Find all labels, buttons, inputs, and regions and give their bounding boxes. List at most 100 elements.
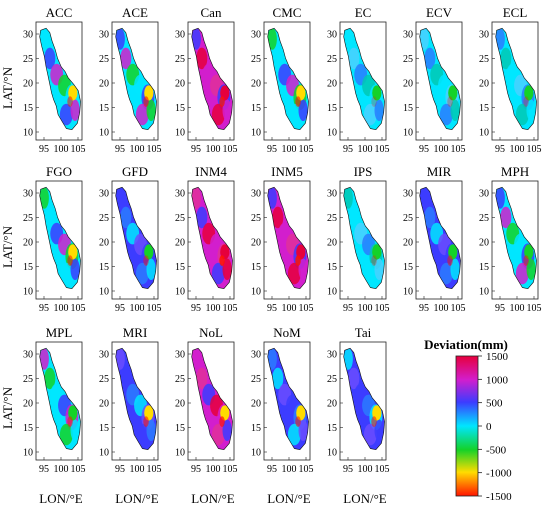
deviation-patch <box>439 103 453 126</box>
map-panel: MRI 30 25 20 15 10 95 100 105 <box>99 325 162 475</box>
deviation-patch <box>363 423 377 446</box>
basin-outline <box>115 186 157 290</box>
y-tick-label: 10 <box>479 287 489 298</box>
panel-title: CMC <box>273 5 302 20</box>
x-tick-label: 105 <box>147 303 162 314</box>
deviation-patch <box>146 419 156 442</box>
map-panel: INM4 30 25 20 15 10 95 100 105 <box>175 164 238 314</box>
deviation-patch <box>272 47 284 70</box>
x-tick-label: 105 <box>527 144 542 155</box>
colorbar-title: Deviation(mm) <box>424 337 508 352</box>
deviation-patch <box>500 47 512 70</box>
y-tick-label: 30 <box>327 30 337 41</box>
deviation-patch <box>196 367 208 390</box>
hotspot-core <box>523 96 529 107</box>
deviation-patch <box>287 103 301 126</box>
x-tick-label: 100 <box>282 303 297 314</box>
y-tick-label: 20 <box>327 79 337 90</box>
x-tick-label: 95 <box>267 144 277 155</box>
y-tick-label: 20 <box>327 238 337 249</box>
deviation-patch <box>267 187 277 209</box>
y-tick-label: 15 <box>23 103 33 114</box>
x-tick-label: 105 <box>451 144 466 155</box>
y-tick-label: 25 <box>403 54 413 65</box>
x-tick-label: 105 <box>71 464 86 475</box>
x-axis-label-3: LON/°E <box>191 491 235 506</box>
deviation-patch <box>44 367 56 390</box>
basin-outline <box>191 186 233 290</box>
x-tick-label: 95 <box>343 144 353 155</box>
deviation-patch <box>70 258 80 281</box>
hotspot-core <box>67 416 73 427</box>
panel-title: NoM <box>273 325 301 340</box>
basin-outline <box>343 186 385 290</box>
deviation-patch <box>191 187 201 209</box>
deviation-patch <box>348 47 360 70</box>
y-tick-label: 10 <box>403 287 413 298</box>
deviation-patch <box>363 103 377 126</box>
panel-title: Tai <box>355 325 372 340</box>
deviation-patch <box>343 28 353 50</box>
deviation-patch <box>419 187 429 209</box>
y-tick-label: 30 <box>403 189 413 200</box>
hotspot-core <box>371 416 377 427</box>
deviation-patch <box>287 262 301 285</box>
y-tick-label: 20 <box>479 238 489 249</box>
y-tick-label: 20 <box>99 399 109 410</box>
colorbar-tick-label: 1000 <box>486 374 509 386</box>
x-tick-label: 100 <box>358 144 373 155</box>
x-tick-label: 100 <box>282 464 297 475</box>
deviation-patch <box>424 47 436 70</box>
y-tick-label: 30 <box>23 189 33 200</box>
x-tick-label: 95 <box>39 303 49 314</box>
x-tick-label: 100 <box>130 303 145 314</box>
deviation-patch <box>120 206 132 229</box>
y-tick-label: 30 <box>175 30 185 41</box>
y-tick-label: 30 <box>403 30 413 41</box>
basin-outline <box>39 27 81 131</box>
x-tick-label: 105 <box>223 144 238 155</box>
deviation-patch <box>222 99 232 122</box>
y-tick-label: 20 <box>175 399 185 410</box>
x-tick-label: 105 <box>299 303 314 314</box>
y-tick-label: 25 <box>251 374 261 385</box>
deviation-patch <box>272 206 284 229</box>
basin-outline <box>419 27 461 131</box>
deviation-patch <box>211 262 225 285</box>
panel-title: INM4 <box>195 164 227 179</box>
deviation-patch <box>515 262 529 285</box>
y-tick-label: 15 <box>23 262 33 273</box>
x-tick-label: 105 <box>375 464 390 475</box>
x-tick-label: 100 <box>206 144 221 155</box>
y-tick-label: 25 <box>175 213 185 224</box>
map-panel: MIR 30 25 20 15 10 95 100 105 <box>403 164 466 314</box>
x-tick-label: 100 <box>358 464 373 475</box>
panel-title: Can <box>201 5 222 20</box>
deviation-patch <box>70 419 80 442</box>
deviation-patch <box>526 99 536 122</box>
x-tick-label: 95 <box>419 144 429 155</box>
deviation-patch <box>450 258 460 281</box>
y-tick-label: 10 <box>99 128 109 139</box>
deviation-patch <box>424 206 436 229</box>
deviation-patch <box>495 28 505 50</box>
y-tick-label: 20 <box>403 238 413 249</box>
x-tick-label: 100 <box>206 464 221 475</box>
map-panel: FGO 30 25 20 15 10 95 100 105 <box>23 164 86 314</box>
deviation-patch <box>267 348 277 370</box>
y-tick-label: 25 <box>175 374 185 385</box>
y-tick-label: 30 <box>479 30 489 41</box>
x-tick-label: 105 <box>299 464 314 475</box>
y-tick-label: 10 <box>327 448 337 459</box>
hotspot-core <box>295 96 301 107</box>
x-tick-label: 95 <box>267 464 277 475</box>
x-tick-label: 105 <box>527 303 542 314</box>
y-tick-label: 25 <box>251 54 261 65</box>
deviation-patch <box>211 103 225 126</box>
y-tick-label: 25 <box>327 374 337 385</box>
colorbar-tick-label: -1500 <box>486 491 512 503</box>
y-tick-label: 10 <box>99 287 109 298</box>
y-tick-label: 15 <box>99 262 109 273</box>
y-tick-label: 15 <box>175 423 185 434</box>
